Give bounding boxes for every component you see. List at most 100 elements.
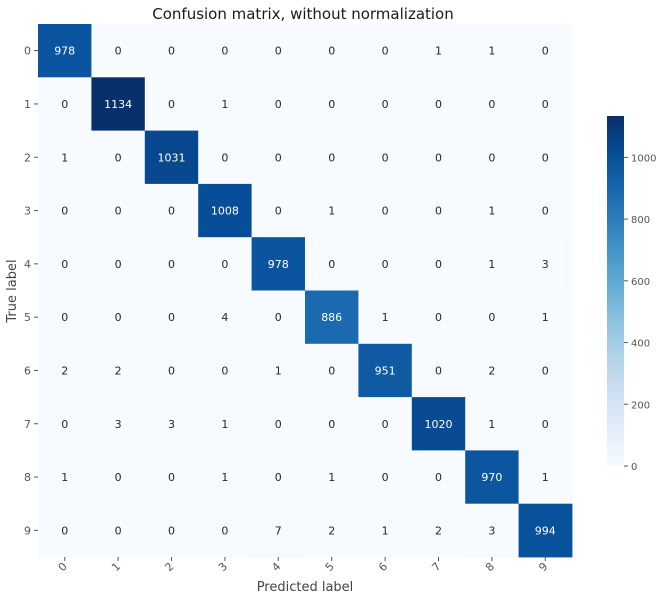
- cell-value-label: 1008: [211, 205, 239, 218]
- cell-value-label: 0: [435, 205, 442, 218]
- cell-value-label: 886: [321, 311, 342, 324]
- cell-value-label: 970: [481, 471, 502, 484]
- x-tick-label: 4: [269, 560, 283, 574]
- x-tick-label: 2: [162, 560, 176, 574]
- heatmap-cell: [518, 290, 573, 345]
- heatmap-cell: [198, 77, 252, 131]
- x-tick-label: 0: [56, 560, 70, 574]
- cell-value-label: 0: [61, 524, 68, 537]
- cell-value-label: 0: [275, 471, 282, 484]
- x-tick-label: 1: [109, 560, 123, 574]
- x-tick-label: 6: [376, 560, 390, 574]
- heatmap-cell: [198, 343, 252, 398]
- heatmap-cell: [198, 24, 252, 78]
- cell-value-label: 0: [115, 311, 122, 324]
- heatmap-cell: [358, 77, 413, 131]
- cell-value-label: 1: [328, 205, 335, 218]
- cell-value-label: 0: [221, 524, 228, 537]
- cell-value-label: 0: [328, 364, 335, 377]
- cell-value-label: 0: [275, 205, 282, 218]
- cell-value-label: 1: [488, 205, 495, 218]
- heatmap-cell: [91, 183, 146, 238]
- cell-value-label: 1: [488, 258, 495, 271]
- heatmap-cell: [305, 237, 359, 291]
- x-axis-label: Predicted label: [257, 580, 354, 595]
- heatmap-cell: [465, 237, 519, 291]
- heatmap-cell: [411, 397, 466, 451]
- heatmap-cell: [38, 24, 92, 78]
- heatmap-cell: [411, 503, 466, 558]
- heatmap-cell: [38, 397, 92, 451]
- heatmap-cell: [305, 397, 359, 451]
- heatmap-cell: [411, 24, 466, 78]
- heatmap-cell: [305, 24, 359, 78]
- heatmap-cell: [305, 503, 359, 558]
- heatmap-cell: [144, 130, 199, 185]
- cell-value-label: 0: [61, 418, 68, 431]
- colorbar-tick-label: 600: [631, 277, 650, 288]
- cell-value-label: 1: [221, 418, 228, 431]
- heatmap-cell: [251, 77, 306, 131]
- chart-title: Confusion matrix, without normalization: [152, 5, 454, 23]
- cell-value-label: 0: [168, 98, 175, 111]
- cell-value-label: 0: [275, 418, 282, 431]
- x-tick-label: 5: [323, 560, 337, 574]
- heatmap-cell: [305, 450, 359, 505]
- heatmap-cell: [144, 77, 199, 131]
- cell-value-label: 1: [435, 45, 442, 58]
- cell-value-label: 0: [488, 311, 495, 324]
- heatmap-cell: [144, 397, 199, 451]
- cell-value-label: 0: [221, 151, 228, 164]
- y-tick-label: 5: [24, 311, 31, 324]
- heatmap-cell: [465, 397, 519, 451]
- heatmap-cell: [305, 290, 359, 345]
- cell-value-label: 3: [115, 418, 122, 431]
- cell-value-label: 0: [221, 45, 228, 58]
- cell-value-label: 0: [115, 151, 122, 164]
- cell-value-label: 978: [54, 45, 75, 58]
- heatmap-cell: [358, 24, 413, 78]
- x-tick-label: 7: [429, 560, 443, 574]
- heatmap-cell: [144, 183, 199, 238]
- heatmap-cells: [38, 24, 573, 558]
- cell-value-label: 0: [542, 98, 549, 111]
- cell-value-label: 0: [328, 418, 335, 431]
- cell-value-label: 4: [221, 311, 228, 324]
- heatmap-cell: [38, 290, 92, 345]
- cell-value-label: 1020: [425, 418, 453, 431]
- cell-value-label: 1: [328, 471, 335, 484]
- cell-value-label: 1: [221, 98, 228, 111]
- cell-value-label: 0: [168, 258, 175, 271]
- heatmap-cell: [305, 77, 359, 131]
- heatmap-cell: [518, 397, 573, 451]
- heatmap-cell: [251, 130, 306, 185]
- heatmap-cell: [251, 450, 306, 505]
- heatmap-cell: [358, 183, 413, 238]
- heatmap-cell: [358, 237, 413, 291]
- y-axis-label: True label: [5, 259, 20, 323]
- heatmap-cell: [38, 130, 92, 185]
- cell-value-label: 7: [275, 524, 282, 537]
- cell-value-label: 0: [382, 98, 389, 111]
- heatmap-cell: [91, 130, 146, 185]
- cell-value-label: 978: [268, 258, 289, 271]
- heatmap-cell: [411, 450, 466, 505]
- colorbar-tick-label: 200: [631, 400, 650, 411]
- heatmap-cell: [358, 450, 413, 505]
- heatmap-cell: [465, 503, 519, 558]
- cell-value-label: 0: [115, 471, 122, 484]
- heatmap-cell: [144, 503, 199, 558]
- heatmap-cell: [411, 77, 466, 131]
- cell-value-label: 0: [168, 45, 175, 58]
- x-tick-label: 3: [216, 560, 230, 574]
- heatmap-cell: [465, 130, 519, 185]
- cell-value-label: 0: [435, 311, 442, 324]
- heatmap-cell: [251, 183, 306, 238]
- heatmap-cell: [38, 183, 92, 238]
- y-tick-label: 7: [24, 418, 31, 431]
- y-tick-label: 3: [24, 205, 31, 218]
- heatmap-cell: [144, 237, 199, 291]
- y-tick-label: 2: [24, 151, 31, 164]
- heatmap-cell: [411, 237, 466, 291]
- heatmap-cell: [38, 450, 92, 505]
